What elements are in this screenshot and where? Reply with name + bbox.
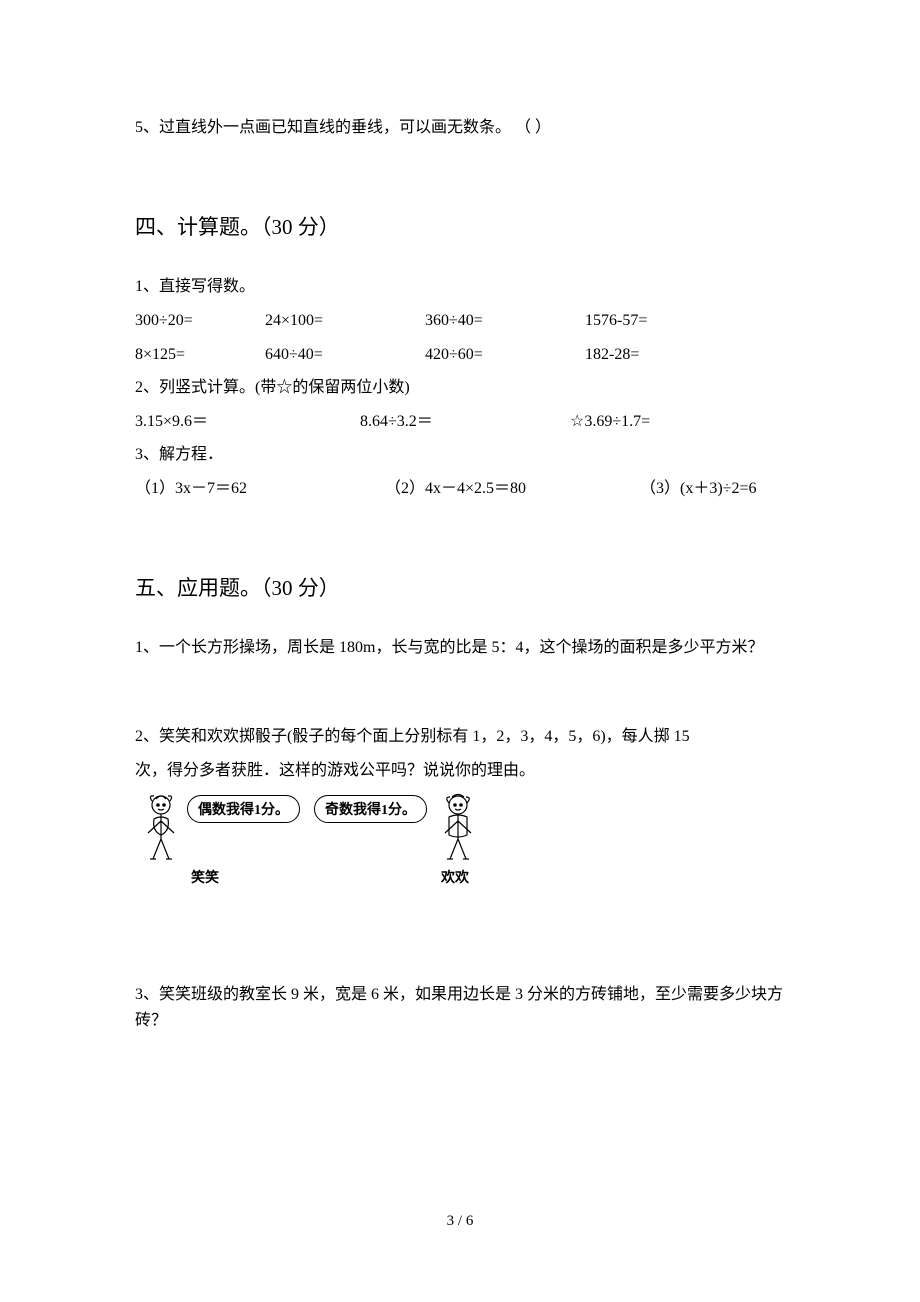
speech-bubble-right: 奇数我得1分。 [314,795,427,823]
character-huanhuan [433,791,483,863]
s4-sub3-title: 3、解方程． [135,442,785,468]
calc-cell: （3）(x＋3)÷2=6 [640,476,785,502]
s5-q2-line1: 2、笑笑和欢欢掷骰子(骰子的每个面上分别标有 1，2，3，4，5，6)，每人掷 … [135,724,785,750]
calc-cell: （1）3x－7＝62 [135,476,385,502]
s5-q1: 1、一个长方形操场，周长是 180m，长与宽的比是 5：4，这个操场的面积是多少… [135,635,785,661]
calc-cell: 360÷40= [425,308,585,334]
calc-cell: 24×100= [265,308,425,334]
s4-sub2-title: 2、列竖式计算。(带☆的保留两位小数) [135,375,785,401]
calc-cell: ☆3.69÷1.7= [570,409,785,435]
calc-cell: 300÷20= [135,308,265,334]
calc-cell: 8.64÷3.2＝ [360,409,570,435]
s5-q2-line2: 次，得分多者获胜．这样的游戏公平吗？说说你的理由。 [135,758,785,784]
s5-q2-illustration: 偶数我得1分。 奇数我得1分。 笑笑 欢欢 [135,791,505,887]
character-label-left: 笑笑 [191,867,219,887]
s4-sub1-row2: 8×125= 640÷40= 420÷60= 182-28= [135,342,785,368]
calc-cell: 182-28= [585,342,785,368]
question-3-5: 5、过直线外一点画已知直线的垂线，可以画无数条。 （ ） [135,115,785,141]
calc-cell: （2）4x－4×2.5＝80 [385,476,640,502]
bubble-text: 偶数我得1分 [198,799,275,819]
calc-cell: 3.15×9.6＝ [135,409,360,435]
section-5-heading: 五、应用题。（30 分） [135,570,785,608]
character-xiaoxiao [135,791,187,863]
calc-cell: 420÷60= [425,342,585,368]
s5-q3: 3、笑笑班级的教室长 9 米，宽是 6 米，如果用边长是 3 分米的方砖铺地，至… [135,982,785,1033]
speech-bubble-left: 偶数我得1分。 [187,795,300,823]
character-label-right: 欢欢 [441,867,469,887]
s4-sub3-row: （1）3x－7＝62 （2）4x－4×2.5＝80 （3）(x＋3)÷2=6 [135,476,785,502]
s4-sub1-title: 1、直接写得数。 [135,274,785,300]
page-footer: 3 / 6 [0,1213,920,1230]
section-4-heading: 四、计算题。（30 分） [135,209,785,247]
s4-sub2-row: 3.15×9.6＝ 8.64÷3.2＝ ☆3.69÷1.7= [135,409,785,435]
calc-cell: 8×125= [135,342,265,368]
bubble-text: 奇数我得1分 [325,799,402,819]
calc-cell: 1576-57= [585,308,785,334]
calc-cell: 640÷40= [265,342,425,368]
s4-sub1-row1: 300÷20= 24×100= 360÷40= 1576-57= [135,308,785,334]
